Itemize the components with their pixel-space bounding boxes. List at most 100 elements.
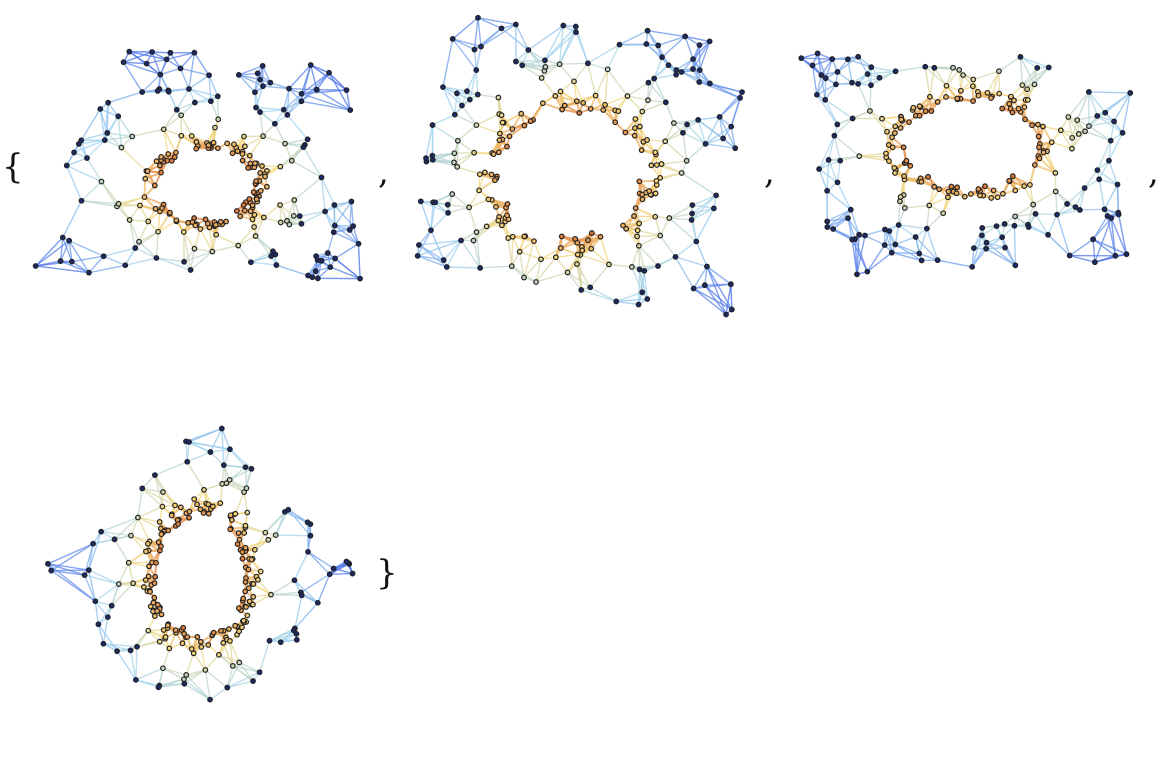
graph-vertex — [231, 141, 237, 148]
graph-vertex — [897, 125, 904, 131]
graph-vertex — [172, 502, 178, 509]
graph-edge — [576, 94, 596, 103]
graph-vertex — [931, 64, 938, 71]
graph-vertex — [193, 145, 200, 152]
graph-edge — [188, 441, 231, 450]
graph-edge — [210, 100, 219, 120]
graph-edge — [130, 534, 150, 543]
graph-vertex — [160, 627, 167, 633]
graph-vertex — [837, 157, 844, 164]
graph-vertex — [160, 665, 166, 672]
graph-edge — [1013, 225, 1017, 266]
graph-edge — [320, 177, 336, 206]
graph-edge — [986, 70, 1000, 94]
graph-edge — [188, 427, 223, 443]
graph-edge — [681, 71, 700, 83]
graph-vertex — [184, 458, 191, 465]
graph-vertex — [147, 603, 154, 610]
graph-vertex — [181, 680, 188, 687]
graph-vertex — [1127, 90, 1134, 96]
graph-edge — [327, 232, 335, 254]
graph-edge — [186, 451, 211, 463]
graph-vertex — [300, 144, 307, 151]
graph-vertex — [212, 221, 219, 228]
graph-edge — [706, 265, 732, 285]
graph-edge — [134, 231, 159, 249]
graph-edge — [152, 51, 171, 54]
graph-edge — [47, 563, 85, 576]
graph-vertex — [957, 87, 964, 94]
graph-vertex — [257, 76, 263, 83]
graph-edge — [158, 678, 185, 688]
graph-edge — [138, 221, 149, 243]
graph-edge — [1110, 121, 1115, 141]
graph-edge — [443, 240, 462, 261]
graph-vertex — [506, 133, 513, 140]
graph-vertex — [257, 170, 264, 176]
graph-edge — [86, 157, 103, 182]
graph-vertex — [71, 149, 77, 156]
graph-edge — [811, 65, 818, 95]
graph-vertex — [509, 126, 516, 132]
graph-edge — [162, 491, 182, 508]
graph-edge — [238, 74, 264, 87]
graph-vertex — [658, 161, 665, 167]
list-separator: , — [764, 152, 775, 192]
graph-vertex — [312, 268, 319, 275]
graph-edge — [661, 35, 686, 58]
graph-edge — [129, 205, 141, 221]
graph-edge — [1108, 160, 1119, 185]
graph-edge — [587, 44, 620, 64]
graph-edge — [1067, 116, 1073, 138]
graph-vertex — [1075, 131, 1082, 137]
graph-edge — [80, 108, 101, 141]
graph-edge — [35, 265, 90, 274]
graph-vertex — [648, 162, 655, 169]
graph-vertex — [245, 165, 251, 171]
graph-edge — [156, 257, 185, 263]
graph-vertex — [641, 267, 648, 274]
graph-vertex — [1112, 252, 1119, 259]
graph-edge — [616, 300, 639, 306]
graph-edge — [473, 49, 477, 71]
graph-vertex — [218, 627, 224, 634]
graph-edge — [262, 65, 272, 83]
graph-vertex — [1048, 139, 1055, 146]
graph-edge — [691, 207, 715, 221]
graph-edge — [638, 245, 641, 270]
graph-edge — [1098, 160, 1110, 180]
graph-edge — [301, 100, 351, 111]
graph-vertex — [643, 41, 650, 47]
graph-edge — [237, 235, 256, 247]
graph-edge — [647, 82, 667, 103]
graph-edge — [163, 114, 182, 130]
graph-vertex — [868, 64, 875, 71]
graph-edge — [1071, 130, 1086, 150]
graph-edge — [100, 516, 139, 533]
graph-vertex — [307, 62, 314, 68]
graph-edge — [801, 57, 833, 60]
graph-vertex — [240, 201, 247, 208]
graph-vertex — [214, 93, 221, 100]
graph-edge — [283, 100, 302, 111]
graph-edge — [475, 46, 482, 71]
graph-edge — [204, 669, 228, 689]
graph-vertex — [493, 203, 499, 210]
graph-vertex — [142, 577, 149, 583]
graph-vertex — [702, 140, 709, 147]
graph-vertex — [1030, 201, 1037, 208]
graph-vertex — [224, 140, 231, 147]
graph-vertex — [235, 71, 242, 78]
graph-edge — [1088, 91, 1131, 94]
graph-vertex — [970, 245, 977, 252]
graph-vertex — [223, 218, 230, 225]
graph-edge — [188, 74, 210, 90]
graph-edge — [307, 551, 334, 570]
graph-vertex — [561, 102, 568, 109]
graph-edge — [897, 201, 901, 226]
graph-vertex — [260, 83, 266, 90]
graph-vertex — [602, 101, 608, 108]
graph-vertex — [943, 82, 950, 89]
graph-vertex — [879, 115, 885, 122]
graph-edge — [215, 234, 239, 247]
